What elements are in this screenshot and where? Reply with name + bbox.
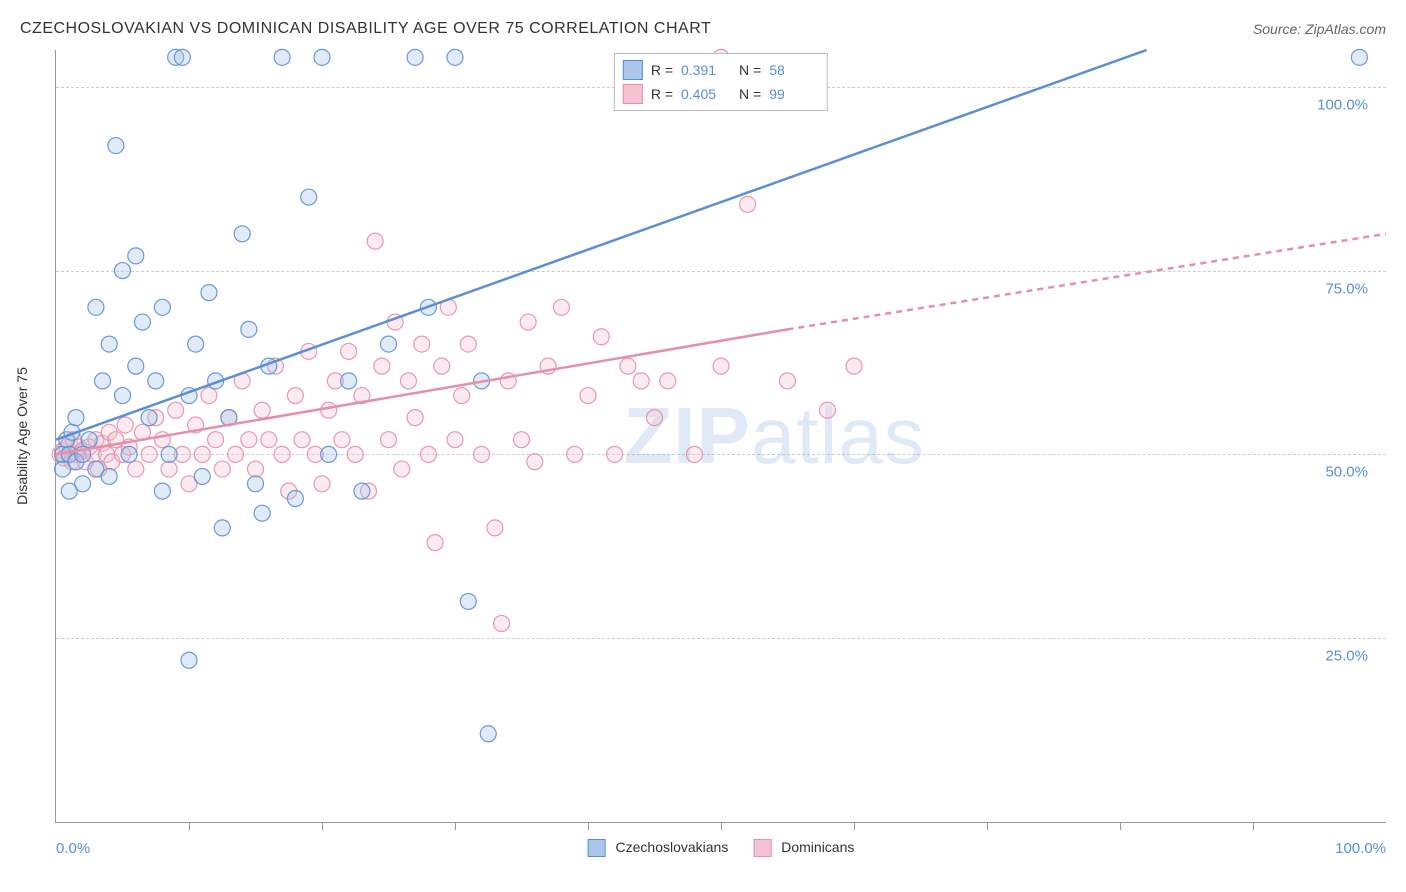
stats-legend: R = 0.391 N = 58 R = 0.405 N = 99: [614, 53, 828, 111]
plot-area: 25.0%50.0%75.0%100.0% 0.0% 100.0% Czecho…: [55, 50, 1386, 823]
legend-b-label: Dominicans: [781, 839, 854, 855]
x-min-label: 0.0%: [56, 840, 90, 857]
legend-swatch-a: [588, 839, 606, 857]
source-label: Source: ZipAtlas.com: [1253, 21, 1386, 37]
legend-a: Czechoslovakians: [588, 839, 729, 857]
legend-b: Dominicans: [753, 839, 854, 857]
chart-svg: [56, 50, 1386, 822]
chart-title: CZECHOSLOVAKIAN VS DOMINICAN DISABILITY …: [20, 20, 711, 38]
legend-a-label: Czechoslovakians: [616, 839, 729, 855]
x-tick: [721, 822, 722, 830]
stats-row-a: R = 0.391 N = 58: [623, 58, 819, 82]
legend-swatch-b: [753, 839, 771, 857]
stats-swatch-a: [623, 60, 643, 80]
stats-row-b: R = 0.405 N = 99: [623, 82, 819, 106]
x-tick: [455, 822, 456, 830]
x-tick: [1120, 822, 1121, 830]
x-tick: [987, 822, 988, 830]
x-tick: [588, 822, 589, 830]
x-tick: [854, 822, 855, 830]
x-tick: [322, 822, 323, 830]
stats-swatch-b: [623, 84, 643, 104]
x-tick: [189, 822, 190, 830]
x-max-label: 100.0%: [1335, 840, 1386, 857]
y-axis-label: Disability Age Over 75: [14, 367, 30, 505]
x-tick: [1253, 822, 1254, 830]
bottom-legend: Czechoslovakians Dominicans: [588, 839, 855, 857]
